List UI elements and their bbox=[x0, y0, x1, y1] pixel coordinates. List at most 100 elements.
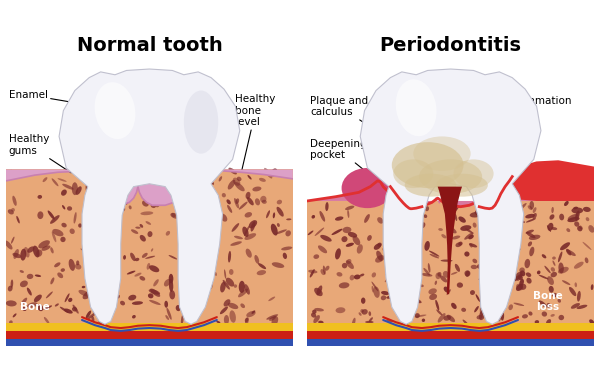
Ellipse shape bbox=[228, 303, 238, 309]
Bar bbox=[6, 169, 293, 324]
Ellipse shape bbox=[164, 301, 168, 308]
Text: Inflammation: Inflammation bbox=[502, 96, 572, 173]
Ellipse shape bbox=[76, 261, 79, 265]
Ellipse shape bbox=[488, 203, 493, 213]
Ellipse shape bbox=[13, 196, 17, 206]
Ellipse shape bbox=[551, 267, 555, 272]
Bar bbox=[307, 323, 594, 332]
Ellipse shape bbox=[496, 305, 500, 309]
Ellipse shape bbox=[184, 91, 218, 153]
Ellipse shape bbox=[559, 262, 564, 273]
Ellipse shape bbox=[184, 167, 193, 174]
Ellipse shape bbox=[574, 222, 580, 227]
Ellipse shape bbox=[104, 234, 109, 240]
Ellipse shape bbox=[416, 315, 427, 317]
Ellipse shape bbox=[376, 251, 383, 261]
Ellipse shape bbox=[518, 203, 527, 211]
Ellipse shape bbox=[229, 310, 236, 323]
Ellipse shape bbox=[437, 313, 446, 323]
Ellipse shape bbox=[189, 244, 194, 250]
Ellipse shape bbox=[234, 198, 239, 208]
Ellipse shape bbox=[68, 259, 75, 271]
Ellipse shape bbox=[400, 259, 404, 264]
Ellipse shape bbox=[90, 206, 95, 209]
Ellipse shape bbox=[468, 235, 474, 239]
Ellipse shape bbox=[114, 278, 119, 289]
Ellipse shape bbox=[148, 231, 152, 237]
Ellipse shape bbox=[425, 206, 429, 211]
Ellipse shape bbox=[244, 226, 250, 236]
Ellipse shape bbox=[154, 200, 160, 207]
Ellipse shape bbox=[235, 182, 245, 191]
Ellipse shape bbox=[463, 319, 469, 325]
Ellipse shape bbox=[438, 228, 443, 231]
Ellipse shape bbox=[502, 254, 509, 264]
Ellipse shape bbox=[472, 259, 477, 263]
Ellipse shape bbox=[246, 311, 256, 317]
Ellipse shape bbox=[506, 282, 512, 288]
Ellipse shape bbox=[564, 201, 569, 206]
Ellipse shape bbox=[476, 315, 482, 319]
Ellipse shape bbox=[247, 175, 251, 180]
Ellipse shape bbox=[199, 291, 203, 296]
Ellipse shape bbox=[149, 289, 160, 295]
Ellipse shape bbox=[229, 269, 233, 275]
Ellipse shape bbox=[437, 272, 442, 277]
Ellipse shape bbox=[224, 299, 230, 307]
Ellipse shape bbox=[360, 273, 364, 276]
Text: Plaque and
calculus: Plaque and calculus bbox=[310, 96, 428, 165]
Ellipse shape bbox=[424, 214, 427, 218]
Ellipse shape bbox=[553, 261, 556, 266]
Ellipse shape bbox=[79, 290, 89, 297]
Ellipse shape bbox=[511, 211, 514, 218]
Ellipse shape bbox=[519, 279, 524, 287]
Ellipse shape bbox=[526, 272, 531, 277]
Ellipse shape bbox=[436, 273, 440, 279]
Ellipse shape bbox=[127, 270, 136, 275]
Ellipse shape bbox=[347, 210, 349, 218]
Ellipse shape bbox=[447, 315, 455, 322]
Ellipse shape bbox=[314, 288, 323, 296]
Ellipse shape bbox=[585, 257, 589, 263]
Ellipse shape bbox=[37, 211, 43, 219]
Ellipse shape bbox=[474, 306, 479, 312]
Ellipse shape bbox=[257, 270, 266, 275]
Ellipse shape bbox=[149, 265, 159, 272]
Ellipse shape bbox=[273, 212, 275, 218]
Ellipse shape bbox=[522, 314, 528, 318]
Ellipse shape bbox=[361, 297, 365, 304]
Ellipse shape bbox=[86, 182, 91, 194]
Bar bbox=[6, 339, 293, 346]
Ellipse shape bbox=[526, 278, 532, 284]
Ellipse shape bbox=[43, 305, 52, 310]
Ellipse shape bbox=[368, 311, 371, 316]
Ellipse shape bbox=[16, 216, 20, 223]
Ellipse shape bbox=[117, 295, 120, 298]
Ellipse shape bbox=[383, 226, 391, 231]
Ellipse shape bbox=[264, 168, 272, 178]
Ellipse shape bbox=[471, 265, 478, 269]
Ellipse shape bbox=[83, 291, 92, 299]
Ellipse shape bbox=[314, 227, 324, 236]
Ellipse shape bbox=[140, 176, 149, 181]
Ellipse shape bbox=[216, 321, 220, 323]
Ellipse shape bbox=[181, 314, 184, 325]
Ellipse shape bbox=[525, 214, 535, 219]
Ellipse shape bbox=[173, 199, 179, 209]
Ellipse shape bbox=[429, 294, 437, 300]
Ellipse shape bbox=[37, 304, 43, 311]
Polygon shape bbox=[360, 69, 541, 324]
Ellipse shape bbox=[228, 180, 235, 190]
Ellipse shape bbox=[452, 204, 459, 213]
Ellipse shape bbox=[546, 319, 551, 325]
Ellipse shape bbox=[43, 177, 47, 182]
Ellipse shape bbox=[520, 284, 526, 290]
Ellipse shape bbox=[428, 288, 437, 294]
Ellipse shape bbox=[458, 241, 463, 246]
Ellipse shape bbox=[91, 238, 99, 243]
Ellipse shape bbox=[346, 243, 354, 247]
Ellipse shape bbox=[251, 222, 256, 231]
Ellipse shape bbox=[415, 218, 422, 222]
Ellipse shape bbox=[577, 226, 583, 231]
Ellipse shape bbox=[373, 286, 380, 298]
